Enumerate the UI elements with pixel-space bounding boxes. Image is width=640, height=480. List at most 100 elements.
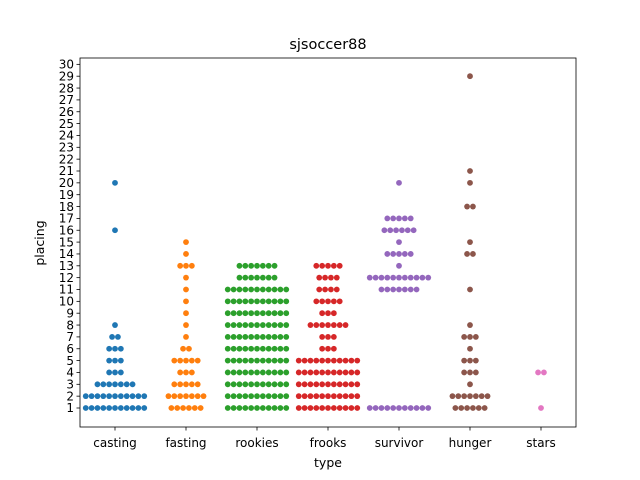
data-point-casting	[135, 405, 142, 411]
data-point-hunger	[470, 251, 476, 257]
data-point-survivor	[384, 251, 391, 257]
data-point-fasting	[183, 239, 189, 246]
data-point-fasting	[183, 334, 189, 340]
data-point-rookies	[277, 334, 284, 340]
data-point-rookies	[259, 393, 266, 400]
data-point-rookies	[224, 286, 231, 293]
data-point-rookies	[242, 322, 249, 328]
data-point-rookies	[277, 345, 284, 352]
data-point-rookies	[265, 322, 272, 328]
data-point-frooks	[313, 357, 320, 364]
data-point-rookies	[242, 405, 249, 411]
data-point-rookies	[248, 298, 255, 305]
y-tick-label: 24	[59, 129, 74, 143]
data-point-frooks	[325, 310, 331, 317]
data-point-rookies	[277, 369, 284, 376]
x-tick-label-casting: casting	[93, 436, 136, 450]
data-point-hunger	[452, 405, 459, 411]
data-point-hunger	[467, 345, 473, 352]
data-point-rookies	[236, 369, 243, 376]
data-point-rookies	[254, 286, 260, 293]
data-point-rookies	[236, 262, 243, 269]
data-point-frooks	[354, 369, 361, 376]
data-point-rookies	[254, 322, 260, 328]
data-point-survivor	[413, 405, 420, 411]
data-point-frooks	[307, 405, 314, 411]
data-point-hunger	[472, 393, 479, 400]
data-point-casting	[112, 381, 118, 388]
data-point-fasting	[180, 345, 186, 352]
data-point-frooks	[319, 298, 326, 305]
data-point-frooks	[342, 405, 349, 411]
y-tick-label: 23	[59, 141, 74, 155]
data-point-rookies	[230, 369, 237, 376]
data-point-fasting	[194, 393, 201, 400]
data-point-rookies	[230, 286, 237, 293]
data-point-frooks	[307, 322, 314, 328]
data-point-survivor	[390, 215, 397, 222]
data-point-rookies	[242, 369, 249, 376]
y-tick-label: 1	[66, 401, 74, 415]
data-point-rookies	[230, 345, 237, 352]
data-point-rookies	[259, 334, 266, 340]
data-point-rookies	[224, 345, 231, 352]
data-point-fasting	[188, 262, 195, 269]
data-point-rookies	[242, 310, 249, 317]
data-point-frooks	[319, 369, 326, 376]
data-point-hunger	[467, 381, 473, 388]
data-point-casting	[109, 334, 115, 340]
data-point-survivor	[401, 251, 408, 257]
data-point-frooks	[330, 322, 337, 328]
data-point-casting	[100, 405, 107, 411]
data-point-hunger	[461, 334, 468, 340]
y-tick-label: 14	[59, 247, 74, 261]
data-point-rookies	[283, 334, 290, 340]
data-point-frooks	[325, 381, 331, 388]
data-point-rookies	[236, 322, 243, 328]
data-point-fasting	[183, 286, 189, 293]
data-point-frooks	[301, 405, 308, 411]
data-point-survivor	[378, 405, 385, 411]
data-point-hunger	[467, 168, 473, 174]
data-point-frooks	[330, 345, 337, 352]
data-point-fasting	[177, 369, 184, 376]
data-point-hunger	[467, 322, 473, 328]
data-point-survivor	[425, 405, 432, 411]
data-point-fasting	[180, 405, 186, 411]
y-tick-label: 7	[66, 330, 74, 344]
data-point-frooks	[307, 357, 314, 364]
data-point-rookies	[271, 405, 278, 411]
data-point-rookies	[277, 405, 284, 411]
data-point-casting	[106, 381, 113, 388]
data-point-fasting	[197, 405, 204, 411]
data-point-frooks	[313, 405, 320, 411]
data-point-casting	[88, 405, 95, 411]
data-point-stars	[535, 369, 541, 376]
data-point-rookies	[236, 298, 243, 305]
x-axis-label: type	[314, 455, 342, 470]
data-point-hunger	[467, 73, 473, 80]
data-point-rookies	[271, 357, 278, 364]
data-point-frooks	[301, 393, 308, 400]
x-tick-label-stars: stars	[526, 436, 556, 450]
data-point-fasting	[183, 251, 189, 257]
data-point-hunger	[467, 286, 473, 293]
data-point-rookies	[277, 393, 284, 400]
y-tick-label: 2	[66, 389, 74, 403]
data-point-frooks	[313, 369, 320, 376]
data-point-rookies	[254, 262, 260, 269]
data-point-rookies	[271, 322, 278, 328]
data-point-casting	[106, 369, 113, 376]
data-point-rookies	[271, 262, 278, 269]
data-point-frooks	[336, 298, 343, 305]
y-tick-label: 11	[59, 283, 74, 297]
data-point-survivor	[372, 405, 379, 411]
data-point-casting	[129, 381, 136, 388]
data-point-casting	[117, 357, 124, 364]
data-point-rookies	[271, 345, 278, 352]
data-point-frooks	[319, 393, 326, 400]
data-point-rookies	[283, 381, 290, 388]
data-point-rookies	[265, 274, 272, 281]
data-point-survivor	[396, 239, 402, 246]
data-point-rookies	[248, 393, 255, 400]
